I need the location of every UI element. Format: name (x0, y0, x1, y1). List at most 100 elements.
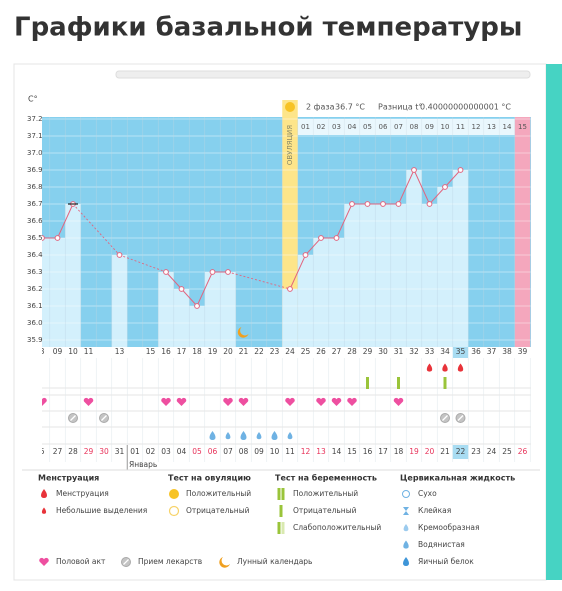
y-tick-label: 36.0 (27, 319, 43, 327)
y-tick-label: 36.3 (27, 268, 43, 276)
date-label: 24 (487, 447, 497, 456)
phase-day: 15 (518, 123, 527, 131)
y-tick-label: 36.4 (27, 251, 43, 259)
date-label: 26 (518, 447, 528, 456)
moon-icon (219, 557, 230, 568)
bar (359, 204, 376, 347)
y-tick-label: 37.2 (27, 115, 43, 123)
temp-point (116, 252, 123, 258)
date-label: 01 (130, 447, 140, 456)
y-tick-label: 36.7 (27, 200, 43, 208)
x-tick-label: 15 (146, 347, 156, 356)
legend-title: Менструация (38, 474, 99, 483)
x-tick-label: 30 (378, 347, 388, 356)
date-label: 07 (223, 447, 233, 456)
date-label: 15 (347, 447, 357, 456)
x-tick-label: 09 (53, 347, 63, 356)
legend-extra: Лунный календарь (237, 557, 312, 566)
bar (313, 238, 329, 347)
temp-point (457, 167, 464, 173)
moon-icon (237, 327, 249, 338)
temp-point (318, 235, 324, 241)
x-tick-label: 26 (316, 347, 326, 356)
bar (375, 204, 391, 347)
heart-icon (42, 397, 47, 406)
x-tick-label: 8 (40, 347, 45, 356)
phase-day: 06 (379, 123, 388, 131)
x-tick-label: 23 (270, 347, 280, 356)
y-tick-label: 37.0 (27, 149, 43, 157)
drop-icon (403, 557, 409, 566)
phase-row (297, 119, 531, 135)
temp-point (380, 201, 386, 207)
overlay: 35.9 36.0 36.1 36.2 36.3 36.4 36.5 36.6 36.7 36.8… (22, 95, 540, 568)
temp-line (289, 168, 461, 290)
date-label: 08 (239, 447, 249, 456)
temp-point (333, 235, 340, 241)
date-label: 31 (115, 447, 125, 456)
test-bar (397, 377, 400, 389)
bar (220, 272, 236, 347)
header-temp: 36.7 °C (335, 103, 365, 112)
date-label: 21 (440, 447, 450, 456)
date-label: 23 (471, 447, 481, 456)
phase-day: 07 (394, 123, 403, 131)
late-col (514, 117, 531, 347)
scrollbar[interactable] (115, 70, 531, 79)
header-diff-label: Разница t° (378, 103, 422, 112)
date-label: 30 (99, 447, 109, 456)
legend-item: Положительный (186, 489, 251, 498)
cm-dry (402, 490, 410, 498)
phase-day: 04 (348, 123, 357, 131)
phase-day: 03 (332, 123, 341, 131)
plot: 8 09 10 11 13 15 16 17 18 19 20 21 22 23 24 25 26 27 28 29 3… (40, 100, 531, 470)
bar (65, 204, 81, 347)
date-label: 03 (161, 447, 171, 456)
bar (406, 170, 422, 347)
header-phase: 2 фаза (306, 103, 335, 112)
date-label: 11 (285, 447, 295, 456)
x-tick-label: 11 (84, 347, 94, 356)
date-label: 12 (301, 447, 311, 456)
y-tick-label: 36.1 (27, 302, 43, 310)
x-tick-label: 16 (161, 347, 171, 356)
temp-point (225, 269, 231, 275)
temp-point (395, 201, 402, 207)
heart-icon (393, 397, 404, 406)
date-label: 13 (316, 447, 326, 456)
legend-item: Клейкая (418, 506, 451, 515)
date-label: 25 (502, 447, 512, 456)
test-bar (366, 377, 369, 389)
x-tick-label: 21 (239, 347, 249, 356)
heart-icon (316, 397, 326, 406)
bar (204, 272, 221, 347)
legend-extra: Половой акт (56, 557, 106, 566)
date-label: 06 (208, 447, 218, 456)
y-tick-label: 35.9 (27, 336, 43, 344)
phase-day: 11 (456, 123, 465, 131)
legend-item: Отрицательный (293, 506, 357, 515)
drop-icon (287, 432, 293, 440)
side-bar (546, 64, 562, 580)
pill-slash (457, 415, 464, 421)
header-diff: 0.40000000000001 °C (420, 103, 511, 112)
bar (421, 204, 438, 347)
date-label: 16 (363, 447, 373, 456)
x-tick-label: 28 (347, 347, 357, 356)
date-label: 17 (378, 447, 388, 456)
y-label: C° (28, 95, 38, 104)
ov-pos (169, 489, 179, 499)
x-tick-label: 31 (394, 347, 404, 356)
temp-point (163, 269, 169, 275)
bar (390, 204, 407, 347)
legend-item: Отрицательный (186, 506, 250, 515)
date-label: 09 (254, 447, 264, 456)
test-bar (443, 377, 447, 389)
heart-icon (83, 397, 94, 406)
phase-day: 13 (487, 123, 496, 131)
x-tick-label: 24 (285, 347, 295, 356)
phase-day: 14 (503, 123, 512, 131)
bar (173, 289, 190, 347)
date-label: 02 (146, 447, 156, 456)
bar (189, 306, 205, 347)
